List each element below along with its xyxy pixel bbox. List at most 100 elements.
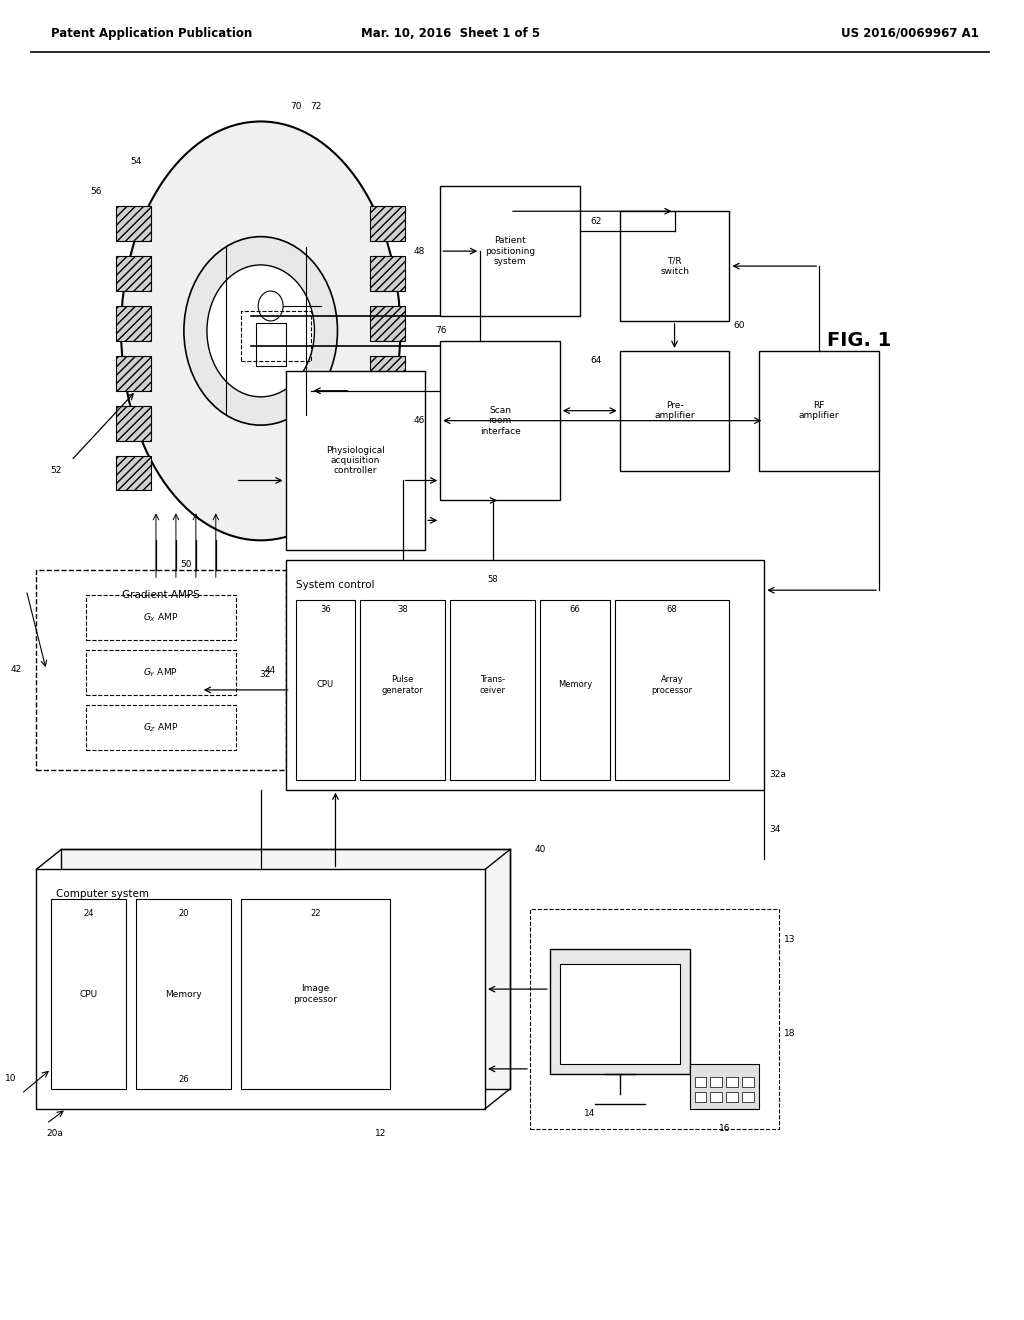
- Text: US 2016/0069967 A1: US 2016/0069967 A1: [841, 26, 979, 40]
- FancyBboxPatch shape: [760, 351, 879, 470]
- FancyBboxPatch shape: [296, 601, 355, 780]
- Text: 48: 48: [414, 247, 425, 256]
- Text: 50: 50: [180, 560, 191, 569]
- Text: $G_X$ AMP: $G_X$ AMP: [143, 611, 178, 624]
- Ellipse shape: [184, 236, 338, 425]
- Text: $G_Y$ AMP: $G_Y$ AMP: [143, 667, 178, 678]
- FancyBboxPatch shape: [440, 186, 580, 315]
- Bar: [116, 405, 151, 441]
- Bar: [726, 1077, 738, 1086]
- Text: 32: 32: [259, 671, 270, 680]
- Bar: [116, 356, 151, 391]
- Text: 64: 64: [591, 356, 602, 366]
- Text: 26: 26: [178, 1074, 188, 1084]
- Ellipse shape: [258, 290, 283, 321]
- Text: RF
amplifier: RF amplifier: [799, 401, 840, 420]
- Bar: [711, 1077, 722, 1086]
- Text: CPU: CPU: [80, 990, 97, 999]
- FancyBboxPatch shape: [614, 601, 729, 780]
- Text: FIG. 1: FIG. 1: [827, 331, 891, 350]
- Text: Computer system: Computer system: [56, 890, 150, 899]
- FancyBboxPatch shape: [36, 870, 485, 1109]
- Text: 32a: 32a: [769, 770, 786, 779]
- Text: 76: 76: [435, 326, 446, 335]
- Text: 72: 72: [310, 102, 322, 111]
- FancyBboxPatch shape: [689, 1064, 760, 1109]
- Text: 20: 20: [178, 909, 188, 919]
- Text: 36: 36: [321, 605, 331, 614]
- Text: Patient
positioning
system: Patient positioning system: [485, 236, 536, 267]
- Text: 24: 24: [83, 909, 94, 919]
- Bar: [742, 1092, 755, 1102]
- Text: 22: 22: [310, 909, 321, 919]
- FancyBboxPatch shape: [360, 601, 445, 780]
- Text: 54: 54: [130, 157, 141, 166]
- Text: 44: 44: [265, 667, 276, 675]
- Text: CPU: CPU: [317, 680, 334, 689]
- Text: 42: 42: [10, 665, 22, 675]
- Text: 34: 34: [769, 825, 780, 834]
- FancyBboxPatch shape: [451, 601, 535, 780]
- Text: Pre-
amplifier: Pre- amplifier: [654, 401, 695, 420]
- Text: Physiological
acquisition
controller: Physiological acquisition controller: [326, 446, 385, 475]
- Text: 52: 52: [50, 466, 61, 475]
- Text: 13: 13: [784, 935, 796, 944]
- Text: Trans-
ceiver: Trans- ceiver: [479, 676, 506, 694]
- Bar: [371, 356, 406, 391]
- Bar: [694, 1092, 707, 1102]
- Bar: [116, 455, 151, 491]
- Text: Image
processor: Image processor: [294, 985, 338, 1003]
- Text: 20a: 20a: [46, 1129, 63, 1138]
- Ellipse shape: [121, 121, 400, 540]
- Text: 38: 38: [397, 605, 409, 614]
- Bar: [241, 312, 310, 360]
- Bar: [711, 1092, 722, 1102]
- Text: System control: System control: [296, 581, 374, 590]
- Bar: [116, 256, 151, 290]
- Text: Memory: Memory: [165, 990, 202, 999]
- Text: Mar. 10, 2016  Sheet 1 of 5: Mar. 10, 2016 Sheet 1 of 5: [360, 26, 540, 40]
- FancyBboxPatch shape: [136, 899, 230, 1089]
- Bar: [371, 256, 406, 290]
- Ellipse shape: [207, 265, 314, 397]
- FancyBboxPatch shape: [440, 341, 560, 500]
- Bar: [371, 206, 406, 242]
- Text: 40: 40: [535, 845, 546, 854]
- Bar: [371, 405, 406, 441]
- Text: 60: 60: [733, 321, 745, 330]
- Text: Pulse
generator: Pulse generator: [382, 676, 424, 694]
- FancyBboxPatch shape: [51, 899, 126, 1089]
- Text: 68: 68: [667, 605, 678, 614]
- Text: 56: 56: [90, 186, 101, 195]
- Text: 70: 70: [290, 102, 301, 111]
- Text: T/R
switch: T/R switch: [660, 256, 689, 276]
- Text: 18: 18: [784, 1030, 796, 1039]
- Text: 62: 62: [591, 216, 602, 226]
- FancyBboxPatch shape: [620, 211, 729, 321]
- FancyBboxPatch shape: [560, 964, 680, 1064]
- Text: 10: 10: [5, 1074, 16, 1084]
- Text: Scan
room
interface: Scan room interface: [479, 405, 520, 436]
- Text: $G_Z$ AMP: $G_Z$ AMP: [143, 721, 178, 734]
- Bar: [742, 1077, 755, 1086]
- Text: Gradient AMPS: Gradient AMPS: [122, 590, 200, 601]
- FancyBboxPatch shape: [550, 949, 689, 1074]
- Text: 14: 14: [584, 1109, 596, 1118]
- FancyBboxPatch shape: [620, 351, 729, 470]
- Text: Array
processor: Array processor: [651, 676, 692, 694]
- FancyBboxPatch shape: [36, 570, 286, 770]
- Text: 46: 46: [414, 416, 425, 425]
- FancyBboxPatch shape: [86, 649, 236, 694]
- Bar: [116, 306, 151, 341]
- FancyBboxPatch shape: [286, 371, 425, 550]
- Bar: [726, 1092, 738, 1102]
- Text: 16: 16: [719, 1123, 730, 1133]
- PathPatch shape: [256, 323, 286, 366]
- FancyBboxPatch shape: [241, 899, 390, 1089]
- Bar: [371, 455, 406, 491]
- Text: Memory: Memory: [558, 680, 592, 689]
- FancyBboxPatch shape: [86, 705, 236, 750]
- Bar: [116, 206, 151, 242]
- FancyBboxPatch shape: [86, 595, 236, 640]
- Bar: [694, 1077, 707, 1086]
